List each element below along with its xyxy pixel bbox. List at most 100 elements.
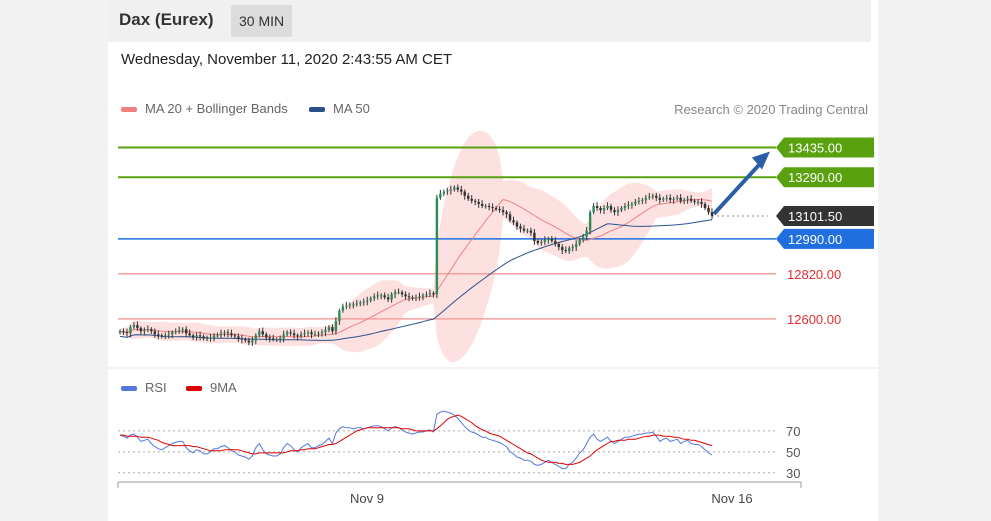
candle-body bbox=[470, 198, 473, 201]
candle-body bbox=[136, 325, 139, 329]
rsi-tick-label: 70 bbox=[786, 424, 800, 439]
bollinger-band-fill bbox=[120, 130, 712, 363]
candle-body bbox=[578, 239, 581, 244]
instrument-title: Dax (Eurex) bbox=[119, 10, 214, 29]
candle-body bbox=[592, 205, 595, 213]
candle-body bbox=[421, 295, 425, 297]
candle-body bbox=[630, 203, 634, 205]
timeframe-badge[interactable]: 30 MIN bbox=[231, 5, 293, 37]
candle-body bbox=[167, 334, 170, 336]
candle-body bbox=[265, 334, 268, 338]
candle-body bbox=[446, 190, 449, 192]
candle-body bbox=[219, 333, 223, 336]
candle-body bbox=[373, 296, 376, 299]
candle-body bbox=[477, 201, 480, 204]
candle-body bbox=[400, 292, 404, 295]
candle-body bbox=[226, 332, 230, 334]
candle-body bbox=[258, 331, 261, 336]
candle-body bbox=[237, 336, 240, 339]
level-label-support: 12820.00 bbox=[787, 267, 841, 282]
candle-body bbox=[710, 212, 714, 216]
level-label-resistance: 13290.00 bbox=[788, 170, 842, 185]
legend-label-rsi: RSI bbox=[145, 380, 167, 395]
candle-body bbox=[129, 327, 132, 334]
candle-body bbox=[139, 328, 143, 332]
x-axis: Nov 9 Nov 16 bbox=[117, 481, 802, 506]
candle-body bbox=[150, 329, 153, 332]
candle-body bbox=[658, 197, 661, 200]
legend-item-9ma: 9MA bbox=[186, 380, 237, 395]
candle-body bbox=[223, 332, 226, 334]
candle-body bbox=[425, 294, 428, 296]
candle-body bbox=[467, 195, 470, 199]
candle-body bbox=[125, 332, 129, 334]
candle-body bbox=[198, 335, 202, 337]
candle-body bbox=[233, 335, 237, 337]
candle-body bbox=[526, 230, 529, 232]
level-label-support: 12600.00 bbox=[787, 312, 841, 327]
candle-body bbox=[407, 296, 411, 298]
candle-body bbox=[285, 332, 289, 335]
candle-body bbox=[327, 327, 331, 331]
level-tag-resistance bbox=[776, 167, 874, 188]
candle-body bbox=[244, 339, 247, 341]
candle-body bbox=[435, 197, 439, 295]
candle-body bbox=[564, 250, 567, 252]
candle-body bbox=[508, 214, 512, 221]
candle-body bbox=[655, 195, 658, 198]
candle-body bbox=[463, 191, 466, 196]
ma50-line bbox=[119, 219, 713, 341]
candle-body bbox=[317, 333, 320, 335]
chart-header: Dax (Eurex) 30 MIN bbox=[108, 0, 871, 42]
candle-body bbox=[171, 332, 174, 335]
candle-body bbox=[188, 333, 191, 336]
candle-body bbox=[550, 238, 554, 241]
candle-body bbox=[515, 222, 519, 227]
level-label-pivot: 12990.00 bbox=[788, 232, 842, 247]
candle-body bbox=[216, 335, 219, 337]
candle-body bbox=[303, 333, 306, 335]
candle-body bbox=[174, 331, 177, 333]
candle-body bbox=[682, 199, 686, 201]
candle-body bbox=[247, 340, 251, 343]
candle-body bbox=[536, 240, 540, 243]
candle-body bbox=[543, 239, 547, 242]
candle-body bbox=[376, 295, 379, 297]
candle-body bbox=[282, 334, 285, 339]
candle-body bbox=[411, 297, 414, 299]
candle-body bbox=[561, 247, 564, 251]
rsi-panel: 70 50 30 bbox=[118, 410, 800, 481]
x-tick-label: Nov 16 bbox=[711, 491, 752, 506]
candle-body bbox=[449, 189, 453, 191]
copyright-text: Research © 2020 Trading Central bbox=[674, 102, 868, 117]
candle-body bbox=[132, 325, 136, 328]
forecast-arrow-shaft bbox=[712, 158, 766, 216]
candle-body bbox=[195, 335, 198, 338]
candle-body bbox=[254, 335, 258, 341]
candle-body bbox=[212, 335, 216, 338]
candle-body bbox=[703, 203, 707, 209]
candle-body bbox=[414, 297, 418, 299]
candle-body bbox=[442, 191, 446, 194]
candle-body bbox=[355, 303, 359, 305]
candle-body bbox=[613, 210, 616, 213]
timestamp: Wednesday, November 11, 2020 2:43:55 AM … bbox=[121, 51, 453, 68]
candle-body bbox=[383, 295, 386, 298]
candle-body bbox=[369, 298, 372, 301]
rsi-series-rsi bbox=[119, 410, 713, 470]
candle-body bbox=[362, 301, 365, 303]
candle-body bbox=[275, 339, 278, 341]
candle-body bbox=[202, 336, 205, 339]
legend-item-rsi: RSI bbox=[121, 380, 167, 395]
candle-body bbox=[160, 335, 163, 337]
candle-body bbox=[529, 230, 533, 233]
candle-body bbox=[519, 226, 522, 229]
candle-body bbox=[675, 197, 679, 199]
candle-body bbox=[240, 338, 244, 340]
candle-body bbox=[272, 338, 275, 340]
price-chart: 13435.00 13290.00 13101.50 12990.00 12820.00… bbox=[108, 130, 878, 506]
candle-body bbox=[505, 212, 508, 215]
candle-body bbox=[393, 292, 397, 295]
candle-body bbox=[278, 338, 282, 340]
level-labels: 13435.00 13290.00 13101.50 12990.00 12820.00… bbox=[776, 137, 874, 327]
